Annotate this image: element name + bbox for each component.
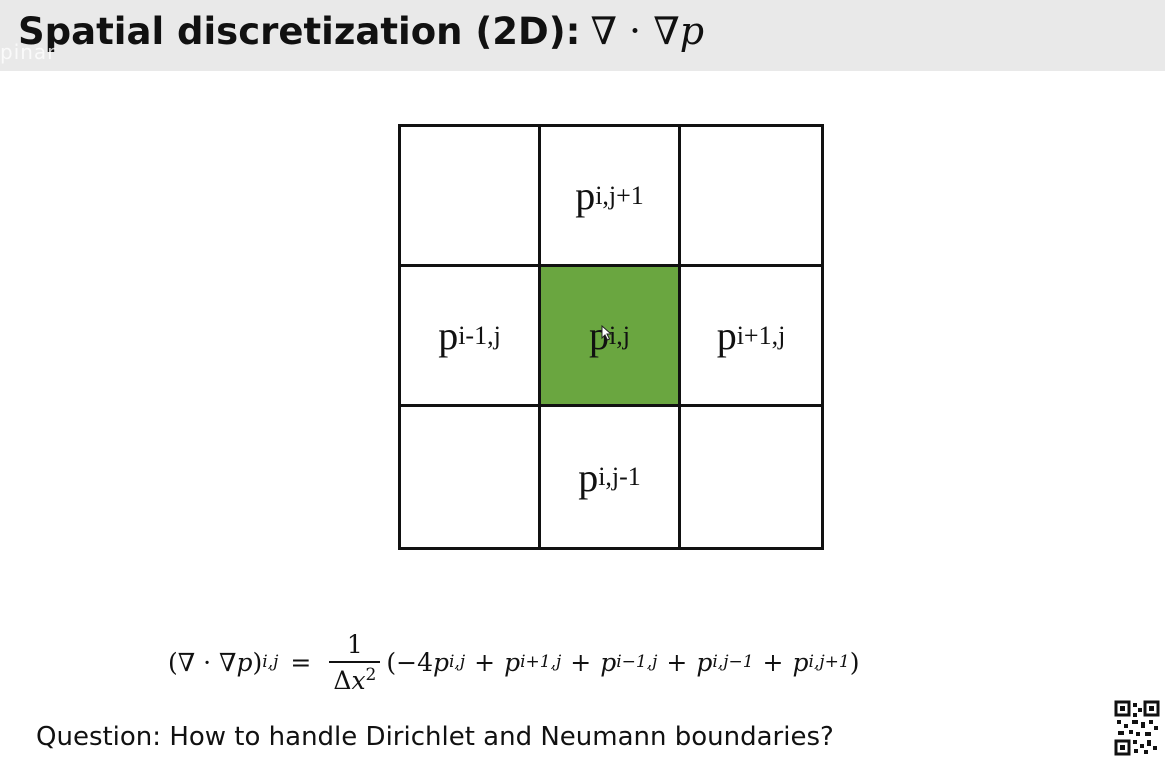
- stencil-grid: p i,j+1 p i-1,j p i,j p i+1,j p i,j-1: [398, 124, 824, 550]
- term4-sub: i,j−1: [712, 652, 754, 672]
- cell-sub: i-1,j: [458, 320, 501, 350]
- cell-base: p: [575, 173, 596, 218]
- plus-sign: +: [474, 647, 496, 677]
- plus-sign: +: [666, 647, 688, 677]
- plus-sign: +: [762, 647, 784, 677]
- grid-cell-bottom: p i,j-1: [541, 407, 681, 547]
- grid-cell-bottom-right: [681, 407, 821, 547]
- mouse-cursor-icon: [601, 325, 613, 341]
- title-text: Spatial discretization (2D):: [18, 10, 581, 53]
- title-math-ops: ∇ · ∇: [590, 9, 680, 53]
- watermark: pinar: [0, 40, 57, 64]
- term-p: p: [600, 647, 617, 677]
- cell-sub: i,j: [609, 320, 630, 350]
- term-p: p: [792, 647, 809, 677]
- formula-lhs-ops: (∇ · ∇: [168, 647, 237, 677]
- term1-sub: i,j: [449, 652, 466, 672]
- cell-base: p: [589, 313, 610, 358]
- term-p: p: [696, 647, 713, 677]
- slide-title: Spatial discretization (2D): ∇ · ∇p: [18, 8, 704, 55]
- title-math-var: p: [679, 9, 705, 53]
- grid-cell-center: p i,j: [541, 267, 681, 407]
- grid-cell-top-left: [401, 127, 541, 267]
- formula-open: (−4: [386, 647, 433, 677]
- formula-lhs-close: ): [252, 647, 263, 677]
- grid-cell-right: p i+1,j: [681, 267, 821, 407]
- cell-base: p: [578, 454, 599, 500]
- fraction-denominator: Δx2: [329, 660, 381, 695]
- term2-sub: i+1,j: [520, 652, 562, 672]
- plus-sign: +: [570, 647, 592, 677]
- cell-base: p: [716, 313, 737, 358]
- formula-lhs-sub: i,j: [262, 652, 279, 672]
- term5-sub: i,j+1: [808, 652, 850, 672]
- term-p: p: [504, 647, 521, 677]
- title-math: ∇ · ∇p: [590, 9, 704, 53]
- cell-sub: i,j-1: [598, 462, 641, 491]
- discretization-formula: (∇ · ∇ p) i,j = 1 Δx2 (−4 p i,j + p i+1,j + p i−…: [168, 622, 998, 702]
- formula-close: ): [849, 647, 860, 677]
- term-p: p: [432, 647, 449, 677]
- grid-cell-bottom-left: [401, 407, 541, 547]
- grid-cell-top-right: [681, 127, 821, 267]
- question-text: Question: How to handle Dirichlet and Ne…: [36, 722, 834, 752]
- cell-sub: i,j+1: [595, 180, 644, 210]
- title-bar: Spatial discretization (2D): ∇ · ∇p pinar: [0, 0, 1165, 71]
- cell-base: p: [438, 313, 459, 358]
- formula-fraction: 1 Δx2: [329, 629, 381, 695]
- fraction-numerator: 1: [346, 629, 363, 659]
- formula-lhs-var: p: [236, 647, 253, 677]
- grid-cell-top: p i,j+1: [541, 127, 681, 267]
- term3-sub: i−1,j: [616, 652, 658, 672]
- grid-cell-left: p i-1,j: [401, 267, 541, 407]
- cell-sub: i+1,j: [736, 320, 786, 350]
- qr-code-icon: [1114, 700, 1160, 756]
- formula-equals: =: [290, 647, 312, 677]
